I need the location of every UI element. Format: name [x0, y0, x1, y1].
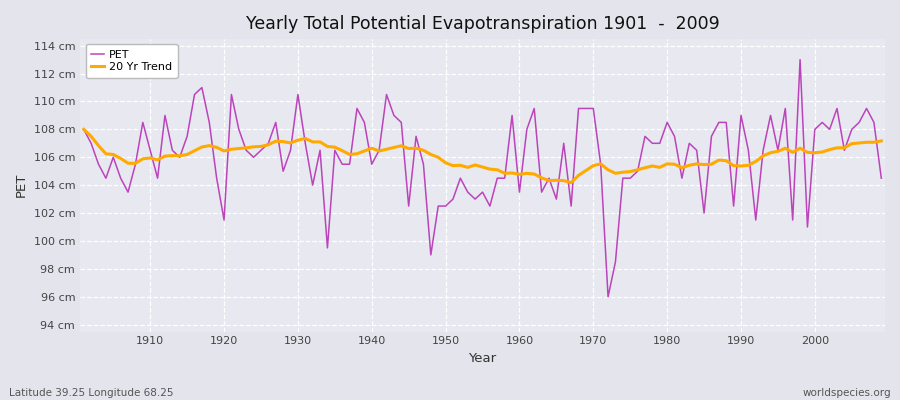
Line: 20 Yr Trend: 20 Yr Trend: [84, 129, 881, 183]
20 Yr Trend: [300, 136, 310, 141]
20 Yr Trend: [344, 152, 355, 157]
X-axis label: Year: Year: [469, 352, 497, 365]
PET: [138, 120, 148, 125]
Text: Latitude 39.25 Longitude 68.25: Latitude 39.25 Longitude 68.25: [9, 388, 174, 398]
Line: PET: PET: [84, 60, 881, 297]
PET: [300, 141, 310, 146]
PET: [795, 57, 806, 62]
PET: [344, 162, 355, 167]
20 Yr Trend: [78, 127, 89, 132]
PET: [514, 190, 525, 194]
20 Yr Trend: [566, 180, 577, 185]
20 Yr Trend: [507, 170, 517, 175]
20 Yr Trend: [610, 171, 621, 176]
Legend: PET, 20 Yr Trend: PET, 20 Yr Trend: [86, 44, 177, 78]
20 Yr Trend: [514, 172, 525, 177]
20 Yr Trend: [138, 156, 148, 161]
PET: [507, 113, 517, 118]
Text: worldspecies.org: worldspecies.org: [803, 388, 891, 398]
PET: [876, 176, 886, 180]
Title: Yearly Total Potential Evapotranspiration 1901  -  2009: Yearly Total Potential Evapotranspiratio…: [246, 15, 719, 33]
PET: [610, 260, 621, 264]
Y-axis label: PET: PET: [15, 173, 28, 197]
20 Yr Trend: [876, 138, 886, 143]
PET: [78, 127, 89, 132]
PET: [603, 294, 614, 299]
